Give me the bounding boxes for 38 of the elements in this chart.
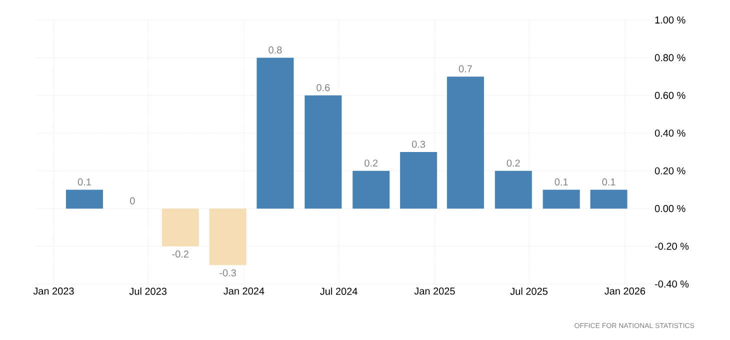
y-tick-label: 0.20 % xyxy=(654,167,686,174)
x-tick-label: Jan 2025 xyxy=(414,288,455,295)
bar xyxy=(256,58,294,209)
data-label: 0.8 xyxy=(268,46,282,54)
bar xyxy=(400,152,438,209)
data-label: 0.7 xyxy=(458,65,472,72)
bar xyxy=(304,95,342,209)
bar xyxy=(590,190,628,209)
bar xyxy=(494,170,532,209)
data-label: 0.6 xyxy=(316,84,330,92)
bar xyxy=(446,76,484,209)
x-tick-label: Jul 2023 xyxy=(129,288,167,295)
data-label: -0.2 xyxy=(172,250,188,258)
data-label: 0.2 xyxy=(364,160,378,167)
x-tick-label: Jan 2023 xyxy=(33,288,74,295)
y-tick-label: -0.40 % xyxy=(654,280,689,288)
bar xyxy=(209,208,246,266)
y-tick-label: 0.80 % xyxy=(654,54,686,62)
x-tick-label: Jan 2024 xyxy=(224,288,264,295)
data-label: 0.1 xyxy=(554,178,568,186)
bar xyxy=(352,170,390,209)
bar xyxy=(162,208,199,246)
y-tick-label: 0.00 % xyxy=(654,205,686,212)
y-tick-label: 1.00 % xyxy=(655,16,686,24)
x-tick-label: Jan 2026 xyxy=(604,288,646,295)
bar xyxy=(542,190,580,209)
y-tick-label: -0.20 % xyxy=(654,242,689,250)
data-label: 0.3 xyxy=(412,140,426,148)
data-label: 0.1 xyxy=(602,178,616,186)
y-tick-label: 0.60 % xyxy=(654,92,686,99)
data-label: 0.1 xyxy=(78,178,91,186)
x-tick-label: Jul 2024 xyxy=(320,288,358,295)
data-label: -0.3 xyxy=(220,269,236,276)
data-label: 0.2 xyxy=(506,160,520,167)
data-label: 0 xyxy=(130,197,135,204)
bar xyxy=(66,190,103,209)
x-tick-label: Jul 2025 xyxy=(510,288,548,295)
y-tick-label: 0.40 % xyxy=(654,130,686,137)
